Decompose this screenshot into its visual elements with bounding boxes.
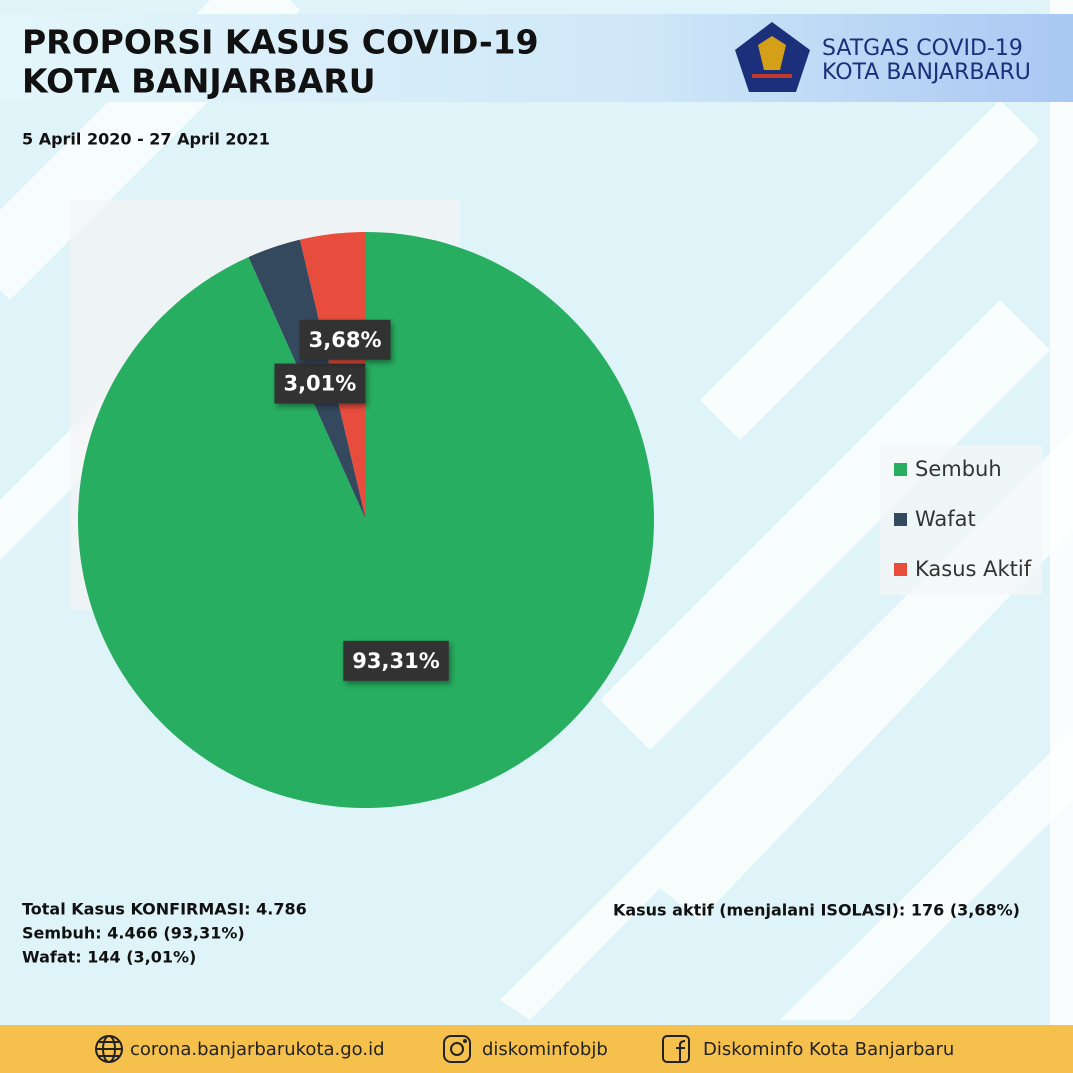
summary-line: Sembuh: 4.466 (93,31%) <box>22 924 245 943</box>
logo-text: KOTA BANJARBARU <box>822 60 1031 85</box>
data-label-box <box>299 319 391 360</box>
footer-bar <box>0 1025 1073 1073</box>
subtitle: 5 April 2020 - 27 April 2021 <box>22 130 270 149</box>
legend-label: Sembuh <box>915 457 1002 481</box>
summary: Total Kasus KONFIRMASI: 4.786 Sembuh: 4.4… <box>22 900 1020 967</box>
legend-label: Wafat <box>915 507 976 531</box>
data-label-box <box>343 640 449 681</box>
data-label: 93,31% <box>343 640 449 681</box>
footer-text: Diskominfo Kota Banjarbaru <box>703 1039 954 1060</box>
title: KOTA BANJARBARU <box>22 62 376 101</box>
right-strip <box>1050 0 1073 1025</box>
footer-text: corona.banjarbarukota.go.id <box>130 1039 385 1060</box>
legend-swatch <box>894 513 907 526</box>
footer-icons <box>95 1035 690 1063</box>
header-band <box>0 14 1073 102</box>
data-label-box <box>274 363 366 404</box>
logo <box>735 22 810 92</box>
summary-line: Kasus aktif (menjalani ISOLASI): 176 (3,… <box>613 901 1020 920</box>
data-label-text: 3,01% <box>283 372 356 396</box>
footer-text: diskominfobjb <box>482 1039 608 1060</box>
legend-label: Kasus Aktif <box>915 557 1032 581</box>
data-label: 3,01% <box>274 363 366 404</box>
data-label-text: 93,31% <box>352 649 439 673</box>
data-label: 3,68% <box>299 319 391 360</box>
data-label-text: 3,68% <box>309 328 382 352</box>
summary-line: Total Kasus KONFIRMASI: 4.786 <box>22 900 307 919</box>
legend-swatch <box>894 563 907 576</box>
summary-line: Wafat: 144 (3,01%) <box>22 948 196 967</box>
title: PROPORSI KASUS COVID-19 <box>22 23 539 62</box>
logo-text: SATGAS COVID-19 <box>822 36 1023 61</box>
legend-swatch <box>894 463 907 476</box>
pie-slice <box>77 232 654 809</box>
